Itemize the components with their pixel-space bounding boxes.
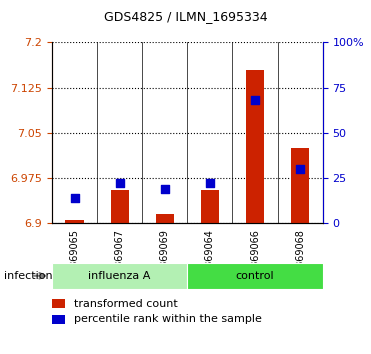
Bar [156,214,174,223]
Text: percentile rank within the sample: percentile rank within the sample [73,314,262,325]
Text: influenza A: influenza A [88,271,151,281]
Point [207,181,213,186]
Bar [201,190,219,223]
Text: GDS4825 / ILMN_1695334: GDS4825 / ILMN_1695334 [104,10,267,23]
Bar [52,263,187,289]
Bar [52,315,66,324]
Point [162,186,168,192]
Bar [187,263,323,289]
Point [72,195,78,201]
Point [252,97,258,103]
Bar [66,220,83,223]
Bar [52,299,66,308]
Bar [246,70,264,223]
Text: transformed count: transformed count [73,298,177,309]
Text: infection: infection [4,271,52,281]
Bar [111,190,129,223]
Text: control: control [236,271,275,281]
Bar [291,148,309,223]
Point [117,181,123,186]
Point [297,166,303,172]
